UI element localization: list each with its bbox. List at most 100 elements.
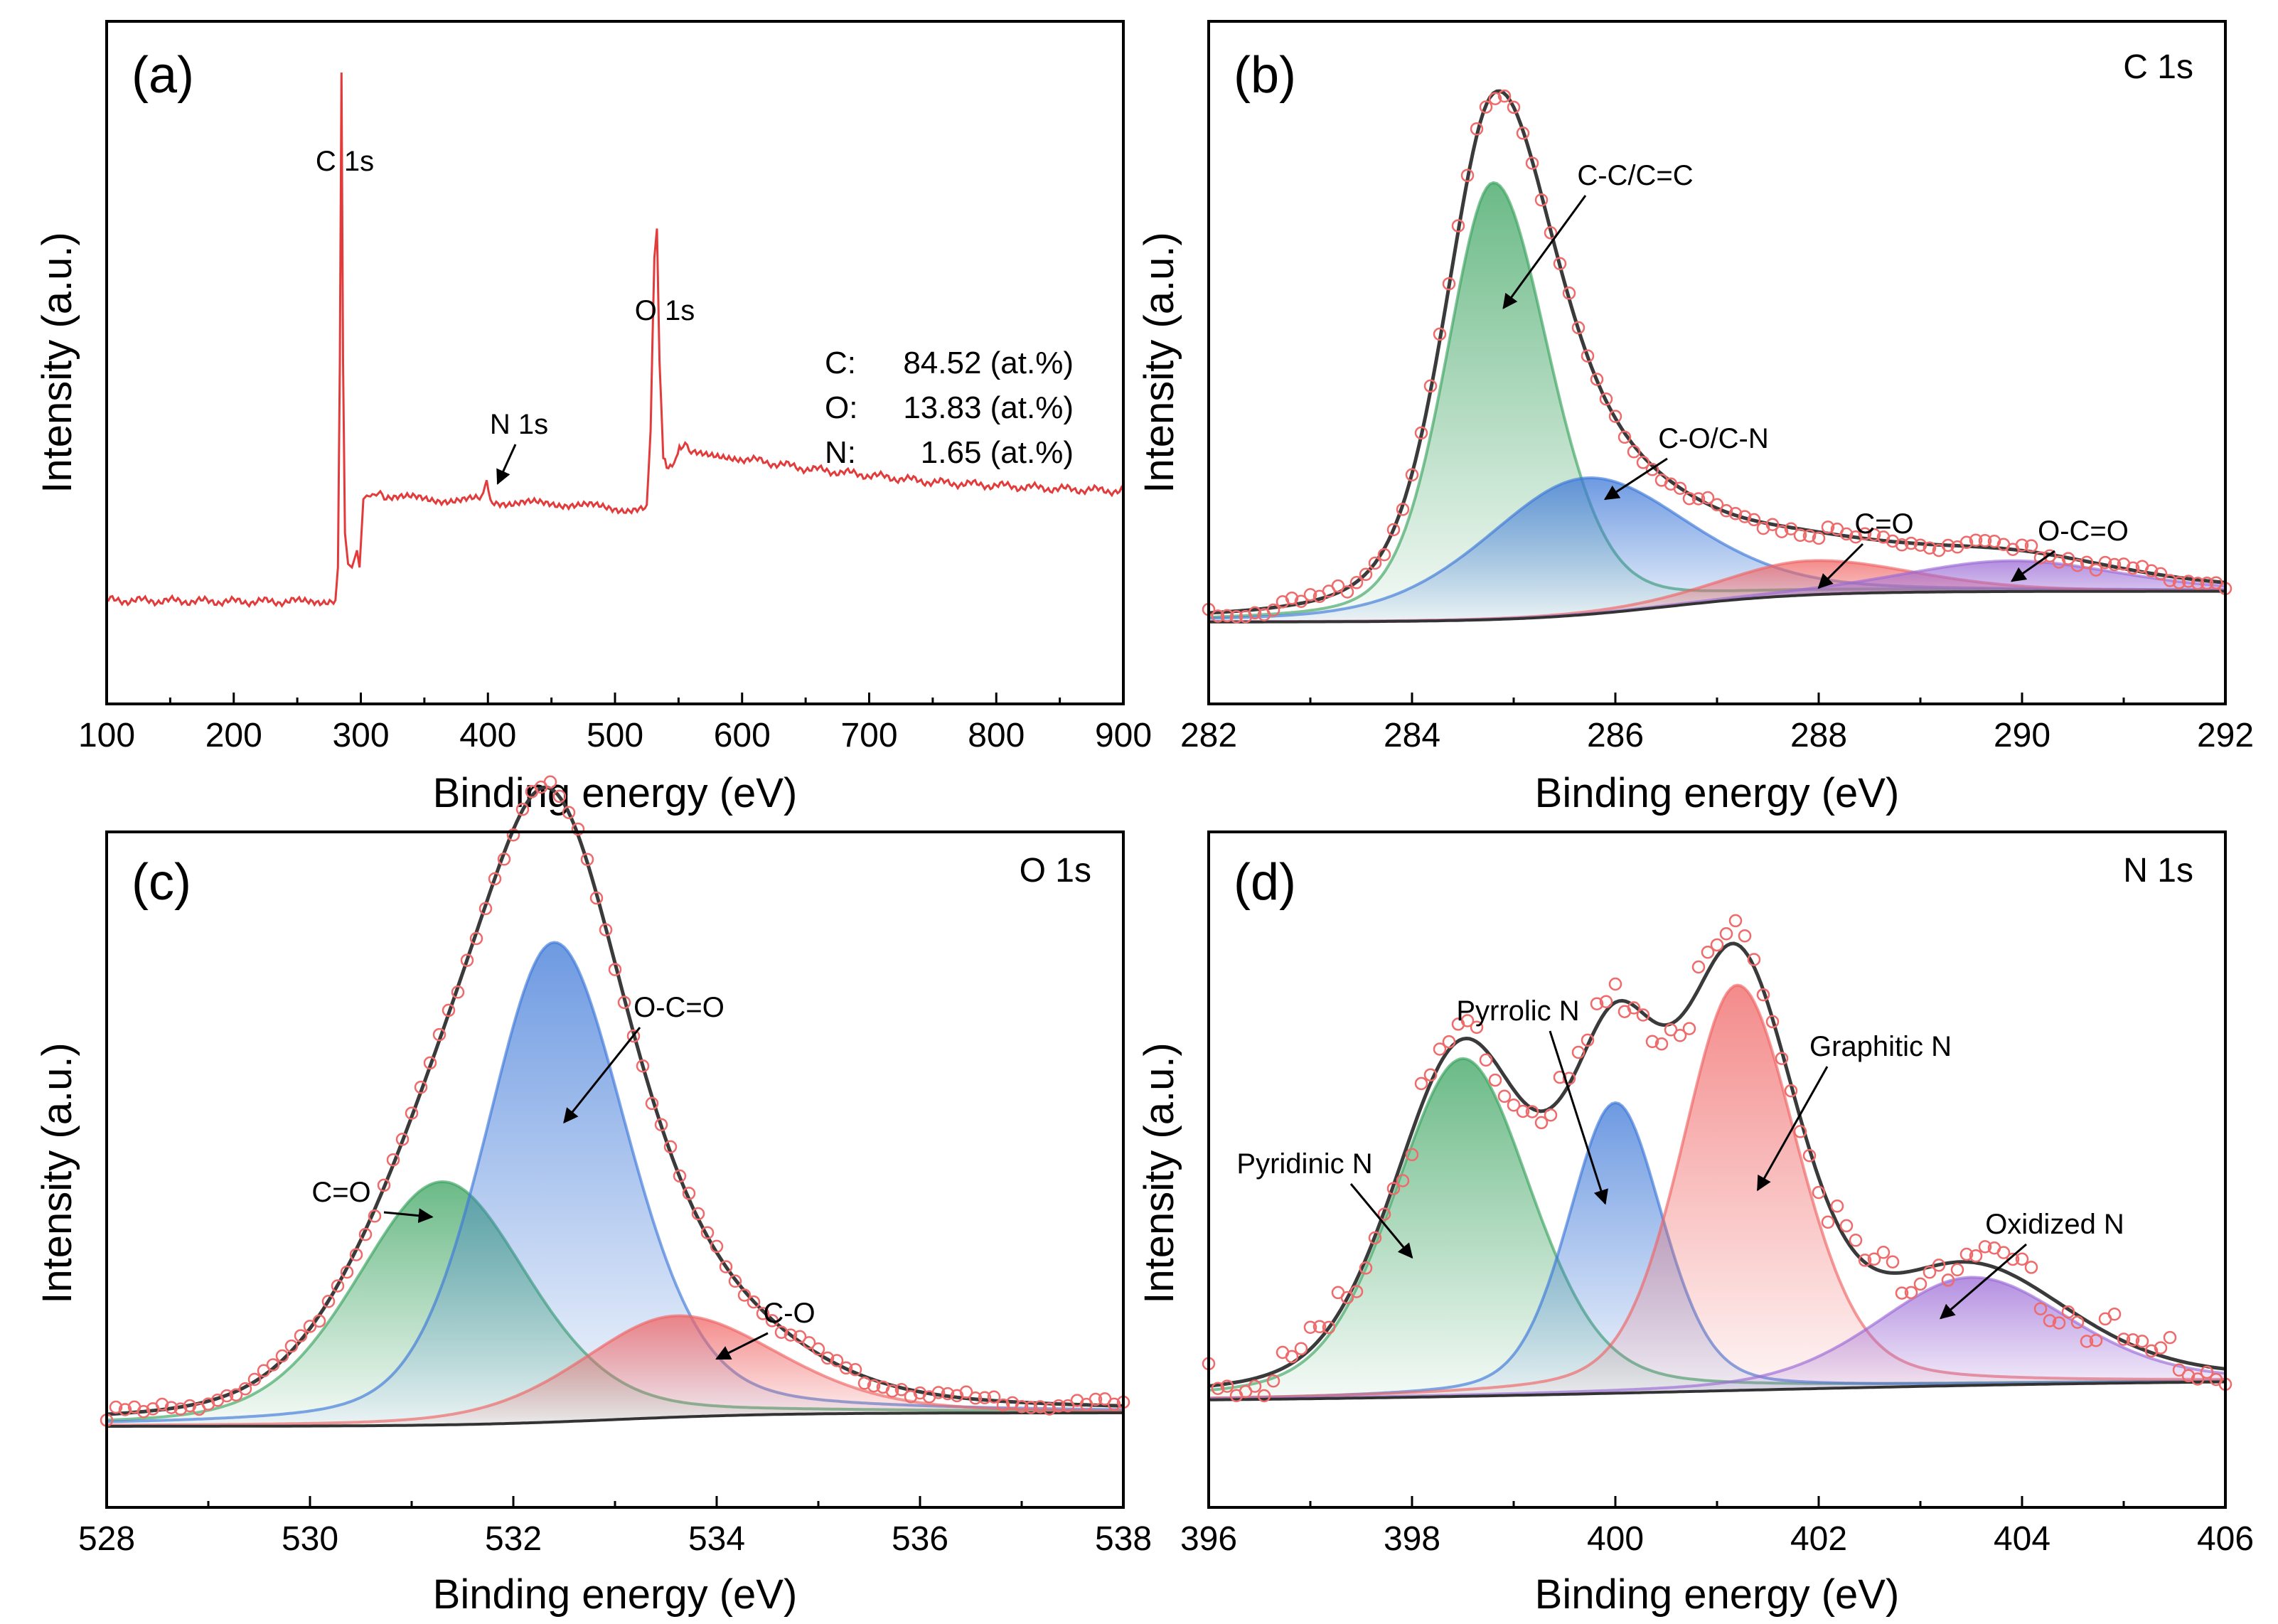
data-point — [1784, 1084, 1798, 1098]
data-point — [2061, 1305, 2075, 1319]
data-point — [173, 1402, 188, 1416]
x-tick-label: 400 — [1587, 1520, 1644, 1558]
data-point — [978, 1391, 992, 1405]
data-point — [793, 1330, 807, 1344]
data-point — [2043, 1314, 2057, 1327]
data-point — [377, 1178, 391, 1192]
data-point — [1544, 226, 1558, 240]
component-label: Oxidized N — [1985, 1209, 2124, 1240]
data-point — [515, 803, 530, 816]
label-arrow — [1817, 543, 1864, 589]
label-arrow — [383, 1208, 434, 1224]
label-arrow — [563, 1027, 641, 1124]
data-point — [1349, 576, 1364, 589]
data-point — [756, 1307, 770, 1320]
data-point — [1442, 277, 1456, 291]
data-point — [1562, 287, 1576, 300]
data-point — [1414, 426, 1428, 440]
x-tick-label: 500 — [587, 717, 643, 754]
composition-value-n: 1.65 (at.%) — [921, 435, 1074, 470]
y-axis-title: Intensity (a.u.) — [34, 232, 80, 493]
data-point — [2015, 1252, 2029, 1266]
label-arrow — [1502, 195, 1587, 309]
x-tick-label: 534 — [688, 1520, 745, 1558]
data-point — [2024, 539, 2038, 552]
y-axis-title: Intensity (a.u.) — [34, 1042, 80, 1303]
x-axis-title: Binding energy (eV) — [1535, 770, 1900, 816]
x-tick-label: 292 — [2197, 717, 2254, 754]
data-point — [1728, 914, 1743, 928]
data-point — [1052, 1399, 1066, 1413]
peak-label-c1s: C 1s — [316, 146, 374, 177]
data-point — [626, 1029, 641, 1043]
data-point — [1386, 523, 1401, 537]
data-point — [257, 1364, 271, 1378]
data-point — [2200, 576, 2214, 590]
composition-element-n: N: — [825, 435, 856, 470]
x-axis-title: Binding energy (eV) — [1535, 1571, 1900, 1618]
data-point — [728, 1274, 742, 1288]
data-point — [2135, 1335, 2149, 1348]
data-point — [1107, 1397, 1121, 1411]
data-point — [1839, 1219, 1854, 1233]
data-point — [2191, 577, 2205, 590]
data-point — [1599, 995, 1613, 1008]
data-point — [266, 1358, 280, 1372]
data-point — [1895, 538, 1909, 552]
x-axis-ticks: 396 398 400 402 404 406 — [1180, 1496, 2254, 1558]
data-point — [571, 822, 585, 836]
data-point — [1858, 527, 1872, 540]
panel-b-c1s: 282 284 286 288 290 292 (b) C 1s Binding ener… — [1136, 20, 2254, 816]
n1s-fit — [1202, 914, 2232, 1403]
data-point — [1821, 1215, 1835, 1229]
data-point — [1775, 1052, 1789, 1065]
data-point — [599, 923, 613, 936]
data-point — [1673, 1029, 1687, 1042]
data-point — [2089, 563, 2103, 577]
data-point — [1257, 1389, 1271, 1403]
data-point — [1673, 481, 1687, 495]
x-tick-label: 290 — [1994, 717, 2050, 754]
data-point — [1285, 592, 1299, 605]
data-point — [247, 1372, 262, 1387]
component-area — [1209, 478, 2225, 622]
panel-letter: (a) — [132, 47, 194, 104]
data-point — [802, 1336, 816, 1350]
data-point — [460, 953, 474, 967]
data-point — [1590, 373, 1604, 386]
component-label: Graphitic N — [1809, 1031, 1952, 1062]
data-point — [1904, 1286, 1918, 1300]
data-point — [1710, 498, 1724, 512]
component-area — [1209, 560, 2225, 622]
x-tick-label: 200 — [205, 717, 262, 754]
data-point — [1682, 1022, 1696, 1035]
data-point — [2070, 1315, 2085, 1329]
data-point — [1396, 503, 1410, 516]
data-point — [1359, 567, 1373, 582]
data-point — [1479, 1053, 1493, 1067]
data-point — [857, 1377, 872, 1390]
data-point — [2043, 549, 2057, 562]
panel-letter: (d) — [1234, 854, 1296, 911]
label-arrows — [1502, 195, 2055, 589]
data-point — [562, 806, 576, 819]
x-tick-label: 286 — [1587, 717, 1644, 754]
component-area — [107, 942, 1123, 1426]
data-point — [497, 853, 511, 866]
data-point — [2154, 1341, 2168, 1355]
data-point — [1978, 1240, 1992, 1254]
data-point — [959, 1385, 973, 1399]
data-point — [1248, 1379, 1262, 1393]
data-point — [1266, 1374, 1280, 1388]
label-arrows — [383, 1027, 769, 1360]
data-point — [1377, 1207, 1391, 1221]
x-tick-label: 530 — [282, 1520, 338, 1558]
x-tick-label: 100 — [78, 717, 135, 754]
data-point — [284, 1339, 299, 1353]
data-point — [1507, 100, 1521, 114]
data-point — [478, 902, 493, 916]
data-point — [987, 1390, 1001, 1404]
data-point — [220, 1389, 234, 1403]
x-axis-title: Binding energy (eV) — [433, 770, 798, 816]
data-point — [1414, 1077, 1428, 1091]
